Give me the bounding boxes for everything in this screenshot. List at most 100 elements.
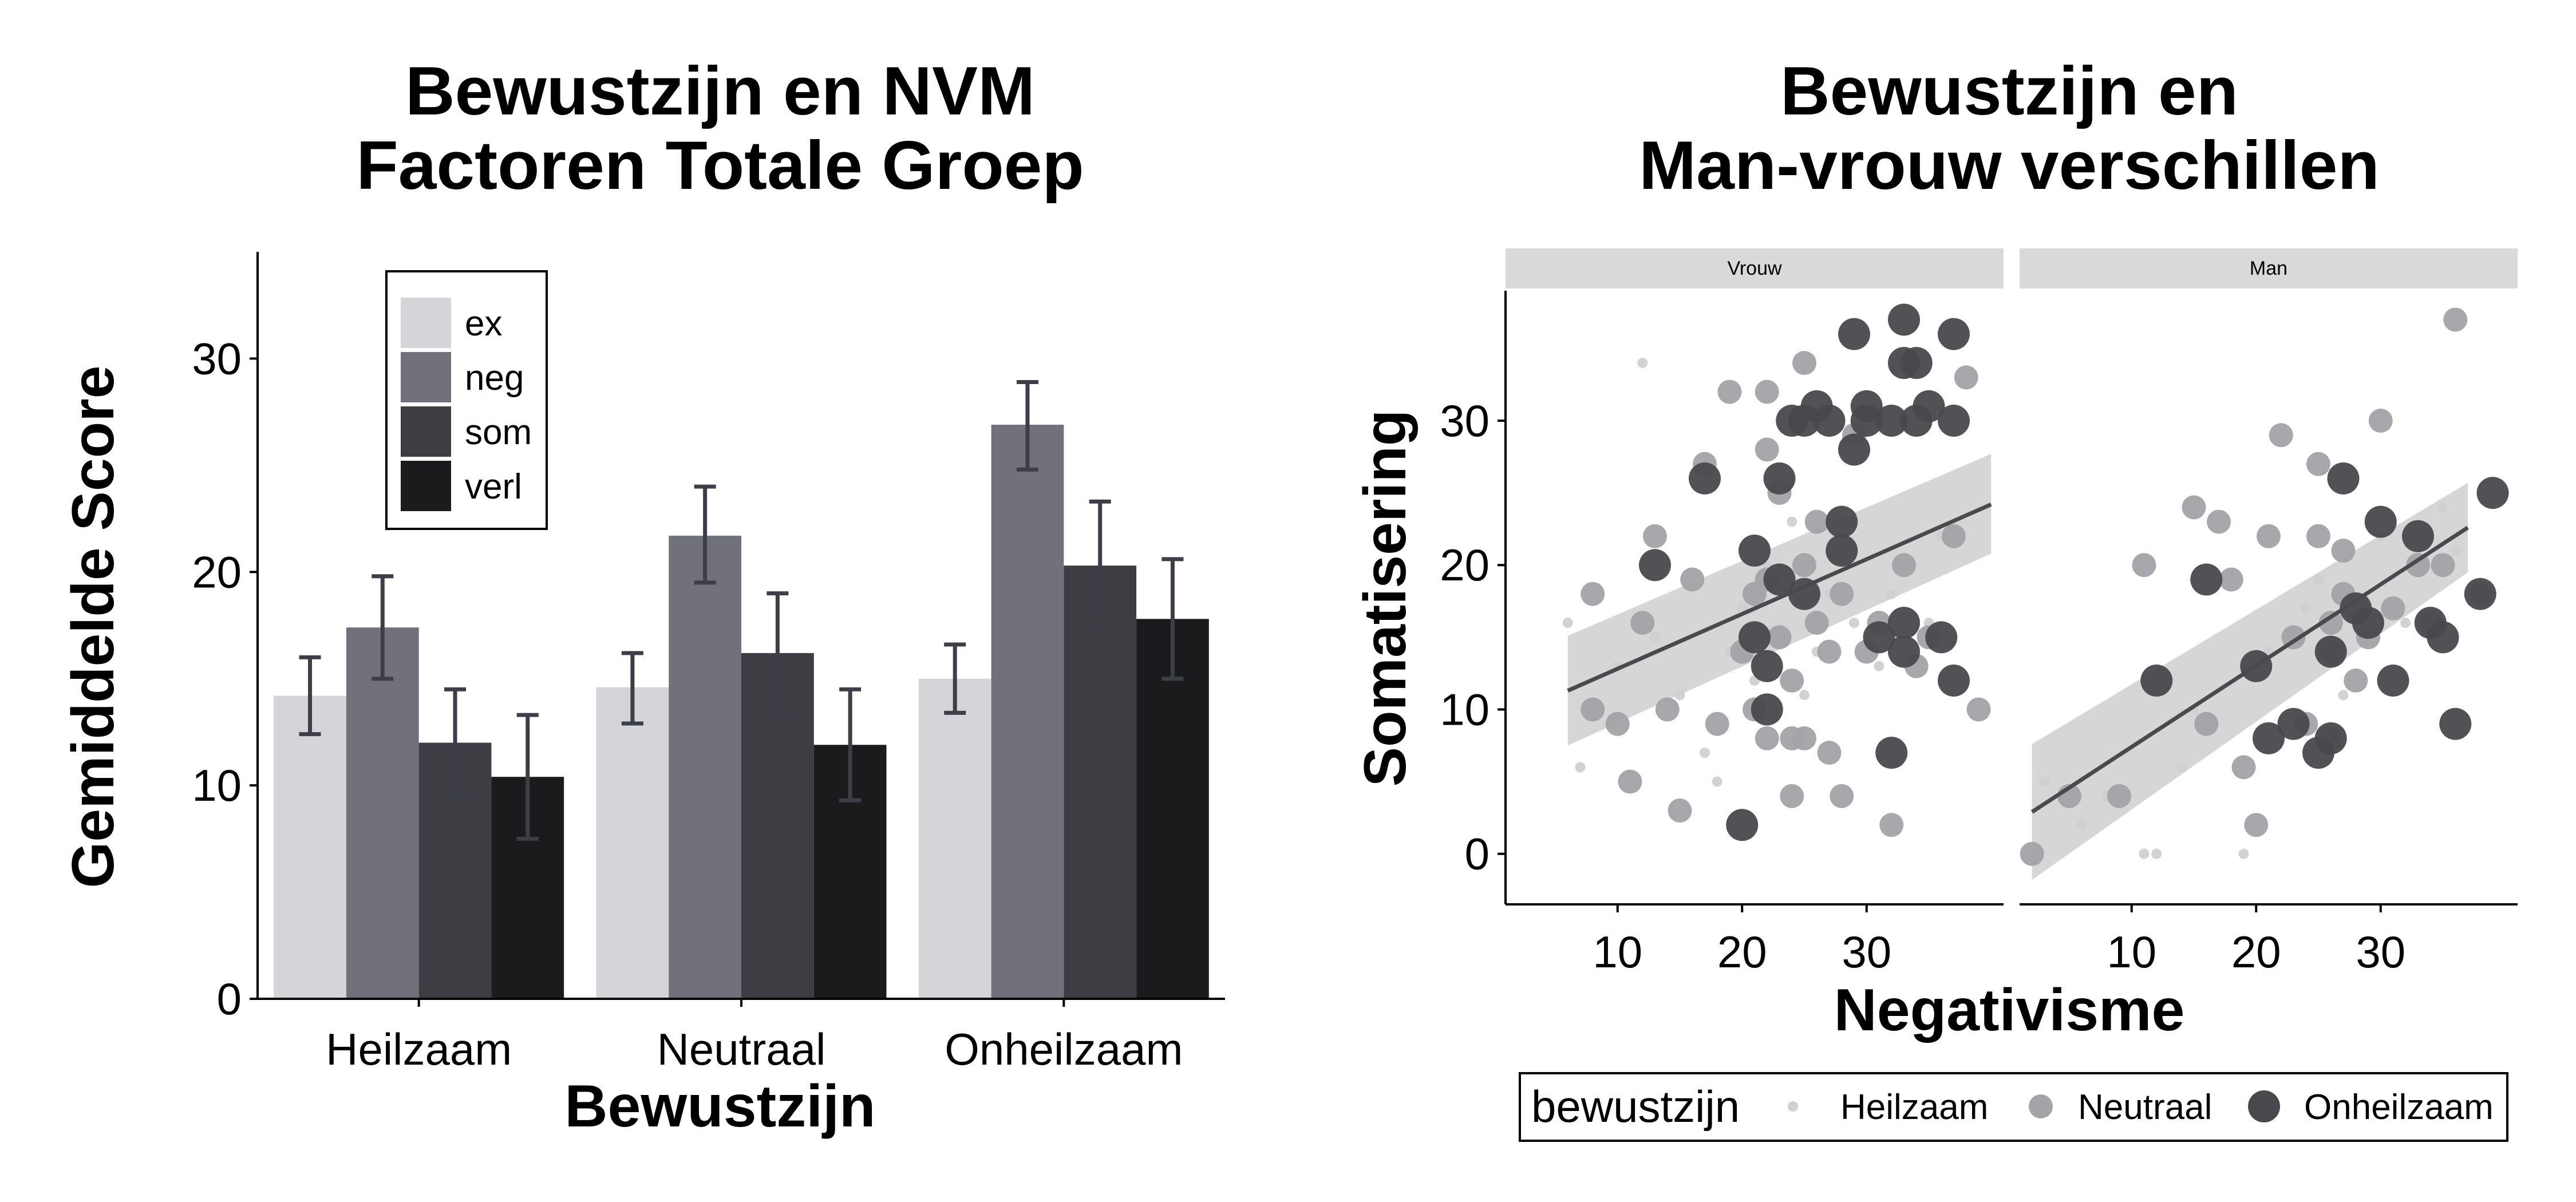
- point-vrouw-heilzaam-21: [1886, 588, 1897, 599]
- point-vrouw-neutraal-29: [1804, 611, 1829, 635]
- point-vrouw-neutraal-25: [1792, 351, 1816, 375]
- bar-neg-onheilzaam: [991, 425, 1064, 999]
- point-vrouw-neutraal-19: [1755, 726, 1779, 750]
- point-man-heilzaam-8: [2238, 848, 2249, 859]
- point-man-neutraal-7: [2207, 509, 2231, 534]
- point-vrouw-onheilzaam-8: [1763, 462, 1796, 495]
- legend-key-verl: [401, 461, 451, 511]
- bar-x-tick-label-heilzaam: Heilzaam: [326, 1024, 512, 1074]
- point-vrouw-onheilzaam-32: [1938, 405, 1970, 437]
- point-vrouw-heilzaam-20: [1874, 661, 1884, 671]
- point-man-neutraal-26: [2431, 553, 2455, 578]
- scatter-legend-title: bewustzijn: [1531, 1081, 1740, 1132]
- point-vrouw-neutraal-7: [1655, 697, 1680, 722]
- fit-line-vrouw: [1567, 503, 1992, 693]
- errorbar-verl-heilzaam: [516, 713, 539, 841]
- point-man-heilzaam-16: [2437, 502, 2448, 513]
- errorbar-ex-onheilzaam: [944, 642, 966, 715]
- bar-y-tick-label-30: 30: [192, 333, 242, 383]
- bar-y-tick-label-0: 0: [217, 974, 242, 1024]
- y-tick-label-10: 10: [1440, 684, 1490, 734]
- point-vrouw-onheilzaam-28: [1913, 390, 1945, 422]
- legend-label-neutraal: Neutraal: [2078, 1088, 2212, 1127]
- point-man-heilzaam-10: [2301, 603, 2312, 614]
- point-man-neutraal-4: [2132, 553, 2156, 578]
- point-vrouw-onheilzaam-23: [1875, 737, 1908, 769]
- point-vrouw-neutraal-5: [1630, 611, 1655, 635]
- point-vrouw-heilzaam-6: [1674, 690, 1685, 701]
- point-vrouw-neutraal-1: [1581, 582, 1605, 606]
- strip-vrouw: [1506, 248, 2004, 288]
- point-man-neutraal-3: [2107, 784, 2131, 808]
- point-vrouw-neutraal-31: [1817, 639, 1842, 664]
- point-vrouw-neutraal-27: [1792, 726, 1816, 750]
- x-tick-label-vrouw-30: 30: [1842, 927, 1891, 977]
- point-man-onheilzaam-18: [2476, 477, 2509, 509]
- scatter-legend: bewustzijn Heilzaam Neutraal Onheilzaam: [1519, 1072, 2508, 1142]
- point-man-onheilzaam-4: [2253, 722, 2285, 754]
- fit-line-man: [2030, 525, 2469, 814]
- x-tick-label-man-10: 10: [2107, 927, 2156, 977]
- legend-key-som: [401, 406, 451, 457]
- point-man-neutraal-24: [2406, 553, 2430, 578]
- bar-neg-heilzaam: [346, 627, 419, 999]
- point-vrouw-neutraal-6: [1643, 524, 1667, 548]
- point-vrouw-neutraal-43: [1966, 697, 1991, 722]
- point-vrouw-heilzaam-1: [1562, 618, 1573, 628]
- point-man-neutraal-16: [2306, 524, 2330, 548]
- point-vrouw-onheilzaam-34: [1888, 607, 1920, 639]
- point-vrouw-onheilzaam-22: [1875, 405, 1908, 437]
- point-vrouw-onheilzaam-31: [1938, 665, 1970, 697]
- point-vrouw-onheilzaam-4: [1739, 535, 1771, 567]
- legend-label-neg: neg: [465, 358, 524, 398]
- point-vrouw-neutraal-24: [1780, 669, 1804, 693]
- point-vrouw-onheilzaam-16: [1826, 535, 1858, 567]
- point-vrouw-onheilzaam-30: [1938, 318, 1970, 350]
- point-man-neutraal-20: [2344, 669, 2368, 693]
- errorbar-ex-neutraal: [621, 651, 643, 726]
- point-man-heilzaam-17: [2450, 545, 2461, 556]
- bar-verl-onheilzaam: [1136, 619, 1209, 999]
- point-man-onheilzaam-11: [2364, 505, 2397, 538]
- point-man-heilzaam-4: [2139, 848, 2150, 859]
- scatter-y-axis-title: Somatisering: [1352, 410, 1419, 787]
- errorbar-neg-neutraal: [694, 484, 716, 585]
- point-vrouw-heilzaam-14: [1787, 516, 1797, 527]
- point-man-onheilzaam-7: [2314, 635, 2347, 668]
- bar-ex-neutraal: [596, 687, 669, 999]
- errorbar-verl-onheilzaam: [1161, 557, 1184, 681]
- point-man-neutraal-27: [2443, 307, 2468, 332]
- point-vrouw-onheilzaam-2: [1689, 462, 1721, 495]
- legend-label-verl: verl: [465, 467, 522, 507]
- point-vrouw-neutraal-32: [1830, 582, 1854, 606]
- panel-man: Man 10 20 30: [2020, 248, 2518, 977]
- point-man-heilzaam-12: [2338, 690, 2349, 701]
- point-vrouw-onheilzaam-15: [1826, 505, 1858, 538]
- point-man-onheilzaam-15: [2427, 621, 2459, 654]
- bar-chart-title-line-1: Bewustzijn en NVM: [405, 53, 1035, 129]
- point-man-neutraal-10: [2244, 813, 2269, 837]
- legend-key-neg: [401, 352, 451, 402]
- scatter-x-axis-title: Negativisme: [1834, 977, 2185, 1043]
- scatter-chart-title-line-2: Man-vrouw verschillen: [1639, 127, 2380, 204]
- point-vrouw-neutraal-26: [1792, 553, 1816, 578]
- point-man-heilzaam-15: [2400, 618, 2411, 628]
- legend-label-onheilzaam: Onheilzaam: [2304, 1088, 2494, 1127]
- point-man-onheilzaam-17: [2464, 578, 2496, 610]
- bar-y-tick-label-20: 20: [192, 547, 242, 597]
- point-man-neutraal-12: [2269, 423, 2293, 448]
- strip-label-vrouw: Vrouw: [1727, 258, 1782, 279]
- point-vrouw-neutraal-33: [1830, 784, 1854, 808]
- point-vrouw-heilzaam-4: [1637, 358, 1648, 369]
- point-man-heilzaam-2: [2076, 820, 2087, 831]
- point-vrouw-heilzaam-19: [1849, 618, 1859, 628]
- point-man-onheilzaam-12: [2377, 665, 2409, 697]
- bar-x-axis-title: Bewustzijn: [564, 1073, 875, 1140]
- point-vrouw-heilzaam-5: [1650, 632, 1660, 643]
- point-vrouw-heilzaam-7: [1700, 748, 1710, 758]
- point-man-heilzaam-11: [2313, 574, 2324, 585]
- point-man-onheilzaam-16: [2439, 707, 2472, 740]
- point-vrouw-neutraal-30: [1817, 741, 1842, 765]
- scatter-chart-title-line-1: Bewustzijn en: [1780, 53, 2238, 129]
